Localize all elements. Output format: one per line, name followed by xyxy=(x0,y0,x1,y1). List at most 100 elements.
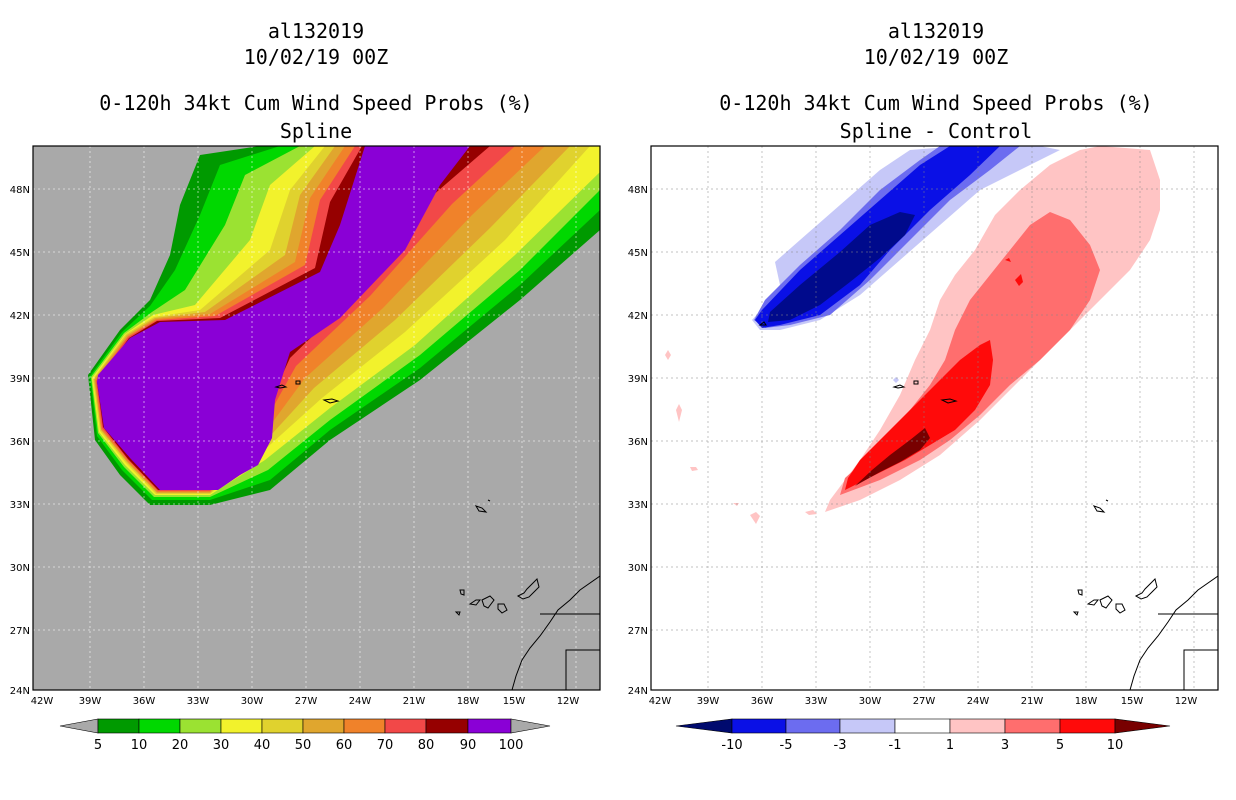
right-lon-label: 18W xyxy=(1075,696,1098,707)
right-lat-label: 36N xyxy=(628,437,648,448)
left-map: 48N 45N 42N 39N 36N 33N 30N 27N 24N 42W … xyxy=(10,145,601,707)
right-colorbar-swatch xyxy=(731,718,787,734)
right-map-frame xyxy=(650,145,1219,691)
left-colorbar-label: 80 xyxy=(418,738,435,753)
left-colorbar: 5 10 20 30 40 50 60 70 80 90 100 xyxy=(59,718,551,753)
left-colorbar-swatch xyxy=(179,718,222,734)
left-lon-label: 39W xyxy=(79,696,102,707)
right-product-title: 0-120h 34kt Cum Wind Speed Probs (%) xyxy=(719,91,1153,115)
left-lon-label: 42W xyxy=(31,696,54,707)
right-lon-label: 36W xyxy=(751,696,774,707)
right-lon-label: 21W xyxy=(1021,696,1044,707)
left-colorbar-label: 30 xyxy=(213,738,230,753)
left-lat-label: 30N xyxy=(10,563,30,574)
left-datetime: 10/02/19 00Z xyxy=(243,45,389,69)
right-colorbar-label: 5 xyxy=(1056,738,1064,753)
left-lon-labels: 42W 39W 36W 33W 30W 27W 24W 21W 18W 15W … xyxy=(31,696,580,707)
right-colorbar-label: -3 xyxy=(834,738,847,753)
right-lon-label: 33W xyxy=(805,696,828,707)
left-lon-label: 24W xyxy=(349,696,372,707)
left-lat-label: 39N xyxy=(10,374,30,385)
left-lat-label: 48N xyxy=(10,185,30,196)
left-lat-label: 24N xyxy=(10,686,30,697)
right-colorbar-swatch xyxy=(894,718,951,734)
right-lon-label: 30W xyxy=(859,696,882,707)
right-lat-label: 27N xyxy=(628,626,648,637)
left-colorbar-swatch xyxy=(425,718,469,734)
right-colorbar-swatch xyxy=(1004,718,1061,734)
right-lon-labels: 42W 39W 36W 33W 30W 27W 24W 21W 18W 15W … xyxy=(649,696,1198,707)
left-colorbar-label: 90 xyxy=(460,738,477,753)
right-lat-label: 24N xyxy=(628,686,648,697)
right-lon-label: 24W xyxy=(967,696,990,707)
right-colorbar-label: -5 xyxy=(780,738,793,753)
left-lon-label: 33W xyxy=(187,696,210,707)
right-colorbar-low-end xyxy=(675,718,733,734)
left-probability-field xyxy=(88,146,600,505)
left-colorbar-label: 60 xyxy=(336,738,353,753)
left-coastlines xyxy=(274,380,600,690)
left-lon-label: 36W xyxy=(133,696,156,707)
right-colorbar-label: -10 xyxy=(721,738,742,753)
left-lon-label: 18W xyxy=(457,696,480,707)
right-lat-label: 45N xyxy=(628,248,648,259)
left-colorbar-swatch xyxy=(220,718,263,734)
right-lon-label: 42W xyxy=(649,696,672,707)
right-colorbar-swatch xyxy=(839,718,896,734)
left-colorbar-swatch xyxy=(138,718,181,734)
right-colorbar: -10 -5 -3 -1 1 3 5 10 xyxy=(675,718,1171,753)
left-lat-label: 27N xyxy=(10,626,30,637)
left-lon-label: 12W xyxy=(557,696,580,707)
right-subtitle: Spline - Control xyxy=(839,119,1033,143)
right-lon-label: 12W xyxy=(1175,696,1198,707)
left-map-frame xyxy=(32,145,601,691)
right-storm-id: al132019 xyxy=(887,19,985,43)
left-colorbar-swatch xyxy=(343,718,386,734)
left-colorbar-swatch xyxy=(384,718,427,734)
left-lon-label: 15W xyxy=(503,696,526,707)
left-grid xyxy=(33,146,600,690)
right-map: 48N 45N 42N 39N 36N 33N 30N 27N 24N 42W … xyxy=(628,145,1219,707)
right-colorbar-high-end xyxy=(1114,718,1171,734)
right-lon-label: 15W xyxy=(1121,696,1144,707)
right-colorbar-label: 1 xyxy=(946,738,954,753)
right-colorbar-label: 10 xyxy=(1107,738,1124,753)
left-colorbar-label: 5 xyxy=(94,738,102,753)
right-colorbar-label: 3 xyxy=(1001,738,1009,753)
left-colorbar-label: 20 xyxy=(172,738,189,753)
right-lat-labels: 48N 45N 42N 39N 36N 33N 30N 27N 24N xyxy=(628,185,648,697)
right-colorbar-swatch xyxy=(785,718,841,734)
left-colorbar-label: 40 xyxy=(254,738,271,753)
left-colorbar-label: 10 xyxy=(131,738,148,753)
left-lat-labels: 48N 45N 42N 39N 36N 33N 30N 27N 24N xyxy=(10,185,30,697)
right-lon-label: 39W xyxy=(697,696,720,707)
left-colorbar-label: 70 xyxy=(377,738,394,753)
left-lat-label: 45N xyxy=(10,248,30,259)
right-lat-label: 42N xyxy=(628,311,648,322)
left-colorbar-swatch xyxy=(97,718,140,734)
right-colorbar-swatch xyxy=(949,718,1006,734)
left-lat-label: 33N xyxy=(10,500,30,511)
left-colorbar-swatch xyxy=(467,718,512,734)
right-lat-label: 48N xyxy=(628,185,648,196)
right-coastlines xyxy=(758,321,1218,690)
right-colorbar-swatch xyxy=(1059,718,1116,734)
left-lat-label: 36N xyxy=(10,437,30,448)
right-datetime: 10/02/19 00Z xyxy=(863,45,1009,69)
right-lat-label: 39N xyxy=(628,374,648,385)
right-lat-label: 33N xyxy=(628,500,648,511)
left-lon-label: 27W xyxy=(295,696,318,707)
left-colorbar-high-end xyxy=(510,718,551,734)
left-colorbar-swatch xyxy=(261,718,304,734)
right-difference-field xyxy=(665,146,1160,524)
left-lon-label: 30W xyxy=(241,696,264,707)
left-colorbar-low-end xyxy=(59,718,99,734)
left-storm-id: al132019 xyxy=(267,19,365,43)
left-colorbar-label: 100 xyxy=(499,738,524,753)
left-colorbar-swatch xyxy=(302,718,345,734)
right-grid xyxy=(651,146,1218,690)
left-lat-label: 42N xyxy=(10,311,30,322)
left-colorbar-label: 50 xyxy=(295,738,312,753)
left-subtitle: Spline xyxy=(279,119,353,143)
